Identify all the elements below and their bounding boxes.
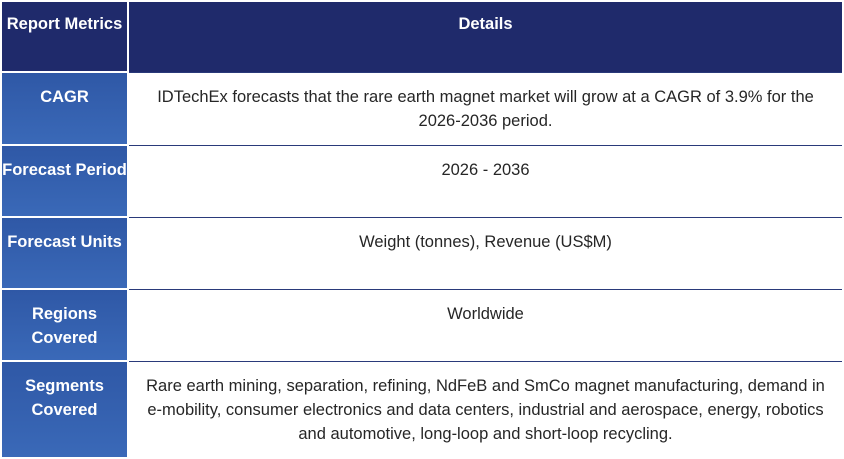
- header-report-metrics: Report Metrics: [2, 2, 129, 72]
- table-row-regions-covered: Regions Covered Worldwide: [2, 288, 842, 361]
- table-row-cagr: CAGR IDTechEx forecasts that the rare ea…: [2, 71, 842, 145]
- header-report-metrics-label: Report Metrics: [6, 15, 123, 33]
- metric-cell: Segments Covered: [2, 360, 129, 457]
- table-row-forecast-units: Forecast Units Weight (tonnes), Revenue …: [2, 216, 842, 289]
- metric-cell: Forecast Units: [2, 216, 129, 289]
- details-cell: IDTechEx forecasts that the rare earth m…: [128, 71, 842, 145]
- details-text: 2026 - 2036: [441, 160, 530, 179]
- metric-cell: Regions Covered: [2, 288, 129, 361]
- header-details-label: Details: [458, 15, 513, 33]
- table-header-row: Report Metrics Details: [2, 2, 842, 72]
- metric-label: Regions Covered: [31, 305, 98, 347]
- table-row-segments-covered: Segments Covered Rare earth mining, sepa…: [2, 360, 842, 457]
- details-cell: Weight (tonnes), Revenue (US$M): [128, 216, 842, 289]
- details-text: Weight (tonnes), Revenue (US$M): [359, 232, 612, 251]
- details-text: IDTechEx forecasts that the rare earth m…: [157, 87, 814, 130]
- metric-label: Forecast Units: [7, 233, 122, 251]
- table-row-forecast-period: Forecast Period 2026 - 2036: [2, 144, 842, 217]
- details-text: Rare earth mining, separation, refining,…: [146, 376, 825, 443]
- details-cell: 2026 - 2036: [128, 144, 842, 217]
- metric-cell: Forecast Period: [2, 144, 129, 217]
- details-cell: Worldwide: [128, 288, 842, 361]
- details-text: Worldwide: [447, 304, 524, 323]
- metric-label: Forecast Period: [2, 161, 127, 179]
- metric-label: CAGR: [40, 88, 89, 106]
- header-details: Details: [128, 2, 842, 72]
- metric-cell: CAGR: [2, 71, 129, 145]
- metric-label: Segments Covered: [25, 377, 104, 419]
- details-cell: Rare earth mining, separation, refining,…: [128, 360, 842, 457]
